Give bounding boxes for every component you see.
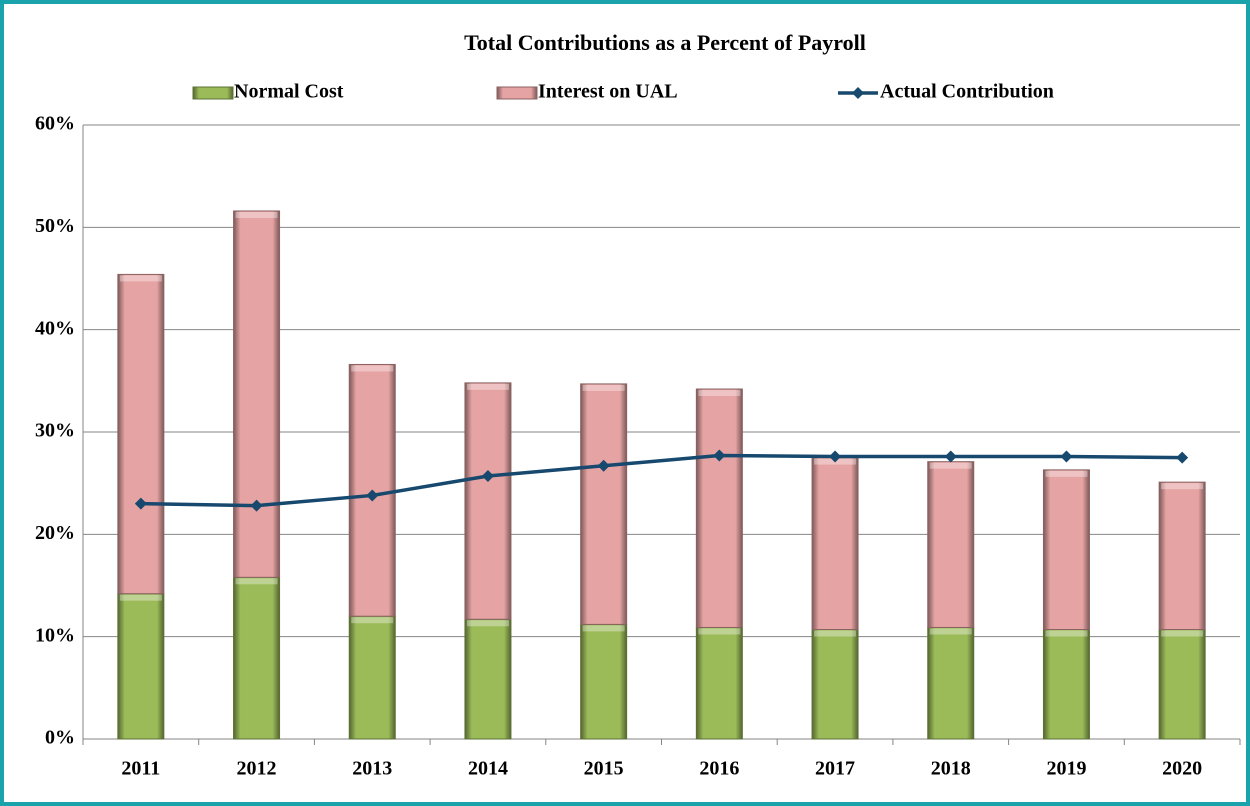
y-tick-label: 60% [35, 113, 75, 135]
bar-highlight [119, 594, 162, 601]
bar [1158, 629, 1206, 740]
x-tick-label: 2015 [584, 758, 624, 780]
bar [1158, 481, 1206, 631]
bar-highlight [1161, 483, 1204, 490]
legend-swatch [496, 86, 538, 100]
line-marker [944, 450, 957, 463]
bar-highlight [814, 630, 857, 637]
line-marker [1060, 450, 1073, 463]
x-tick-label: 2013 [352, 758, 392, 780]
bar [695, 626, 743, 740]
line-marker [597, 459, 610, 472]
x-tick-label: 2011 [121, 758, 160, 780]
y-tick-label: 10% [35, 624, 75, 646]
bar-highlight [929, 462, 972, 469]
bar-highlight [698, 628, 741, 635]
bar-highlight [1045, 470, 1088, 477]
line-marker [250, 499, 263, 512]
bar-highlight [235, 578, 278, 585]
bar [580, 383, 628, 625]
bar [117, 273, 165, 595]
y-tick-label: 30% [35, 420, 75, 442]
bar [348, 615, 396, 740]
bar [927, 626, 975, 740]
line-marker [1176, 451, 1189, 464]
bar [580, 623, 628, 740]
legend-label: Actual Contribution [880, 81, 1054, 103]
bar [464, 382, 512, 620]
bar [117, 593, 165, 740]
line-marker [829, 450, 842, 463]
bar [695, 388, 743, 628]
bar-highlight [1161, 630, 1204, 637]
line-marker [713, 449, 726, 462]
line-marker [366, 489, 379, 502]
line-marker [481, 470, 494, 483]
bar [464, 618, 512, 740]
bar-highlight [119, 275, 162, 282]
x-tick-label: 2019 [1046, 758, 1086, 780]
x-tick-label: 2017 [815, 758, 855, 780]
line-marker [134, 497, 147, 510]
bar [233, 210, 281, 578]
bar [811, 457, 859, 631]
bar-highlight [235, 211, 278, 218]
bar-highlight [351, 617, 394, 624]
bar-highlight [1045, 630, 1088, 637]
x-tick-label: 2018 [931, 758, 971, 780]
bar-highlight [466, 620, 509, 627]
bar-highlight [466, 383, 509, 390]
bar [1042, 469, 1090, 631]
y-tick-label: 40% [35, 317, 75, 339]
legend-label: Normal Cost [234, 81, 344, 103]
legend-swatch [192, 86, 234, 100]
x-tick-label: 2020 [1162, 758, 1202, 780]
bar-highlight [929, 628, 972, 635]
x-tick-label: 2014 [468, 758, 508, 780]
bar [1042, 629, 1090, 740]
line [140, 453, 1183, 508]
bar [927, 461, 975, 628]
y-tick-label: 20% [35, 522, 75, 544]
bar-highlight [582, 625, 625, 632]
x-tick-label: 2016 [699, 758, 739, 780]
y-tick-label: 0% [45, 727, 75, 749]
legend-label: Interest on UAL [538, 81, 678, 103]
bar [233, 576, 281, 740]
legend-marker [852, 87, 864, 99]
bar [811, 629, 859, 740]
bar-highlight [582, 384, 625, 391]
bar-highlight [698, 390, 741, 397]
bar-highlight [351, 365, 394, 372]
y-tick-label: 50% [35, 215, 75, 237]
x-tick-label: 2012 [237, 758, 277, 780]
chart-title: Total Contributions as a Percent of Payr… [464, 30, 866, 55]
